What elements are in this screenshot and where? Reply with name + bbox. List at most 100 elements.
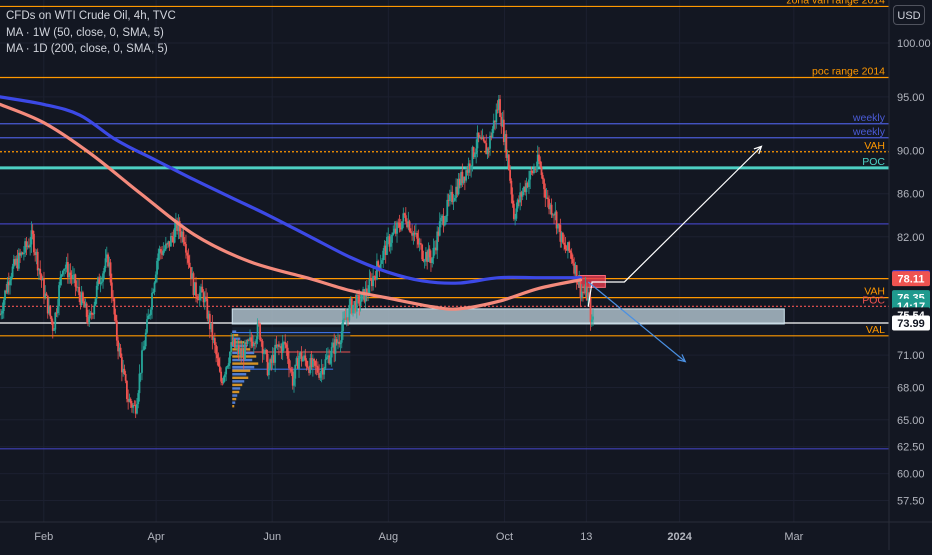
- candle-body: [174, 220, 177, 228]
- volume-profile-bar: [232, 387, 241, 390]
- candle-body: [200, 286, 202, 293]
- candle-body: [330, 347, 333, 358]
- candle-body: [372, 276, 375, 287]
- candle-body: [370, 278, 373, 287]
- candle-body: [129, 398, 132, 404]
- price-tag-label: 73.99: [897, 318, 925, 330]
- candle-body: [476, 132, 479, 149]
- candle-body: [501, 119, 504, 127]
- candle-body: [239, 348, 241, 355]
- candle-body: [496, 109, 499, 111]
- candle-body: [22, 252, 25, 255]
- candle-body: [472, 147, 475, 158]
- candle-body: [186, 252, 189, 256]
- candle-body: [387, 236, 390, 238]
- candle-body: [80, 292, 83, 305]
- time-tick-label: Oct: [496, 531, 513, 543]
- candle-body: [181, 231, 184, 238]
- candle-body: [565, 249, 568, 251]
- candle-body: [210, 323, 212, 330]
- candle-body: [541, 175, 544, 180]
- candle-body: [148, 314, 151, 316]
- candle-body: [84, 303, 87, 308]
- candle-body: [293, 378, 295, 386]
- candle-body: [306, 366, 309, 368]
- candle-body: [474, 154, 476, 158]
- candle-body: [376, 261, 378, 280]
- candle-body: [397, 222, 400, 224]
- candle-body: [577, 282, 579, 285]
- candle-body: [190, 267, 192, 279]
- candle-body: [206, 299, 209, 319]
- volume-profile-bar: [232, 365, 255, 369]
- ma-weekly-line: [0, 95, 583, 285]
- level-label: VAH: [864, 286, 885, 298]
- candle-body: [579, 280, 582, 298]
- candle-body: [223, 374, 226, 378]
- candle-body: [573, 263, 576, 274]
- candle-body: [55, 312, 58, 314]
- candle-body: [411, 232, 414, 236]
- candle-body: [157, 253, 160, 261]
- candle-body: [158, 249, 161, 254]
- candle-body: [104, 258, 107, 269]
- candle-body: [94, 298, 97, 306]
- candle-body: [583, 292, 586, 294]
- candle-body: [428, 248, 431, 258]
- candle-body: [314, 360, 317, 366]
- candle-body: [78, 287, 81, 296]
- candle-body: [455, 186, 457, 199]
- candle-body: [207, 313, 210, 319]
- level-label: VAH: [864, 140, 885, 152]
- candle-body: [436, 231, 439, 251]
- candle-body: [308, 367, 310, 373]
- candle-body: [168, 241, 171, 247]
- candle-body: [538, 154, 540, 162]
- ma-weekly-legend[interactable]: MA · 1W (50, close, 0, SMA, 5): [6, 26, 164, 39]
- candle-body: [171, 236, 174, 238]
- candle-body: [337, 341, 339, 344]
- time-axis[interactable]: Feb Apr Jun Aug Oct 13 2024 Mar: [34, 531, 803, 543]
- candle-body: [392, 232, 395, 235]
- candle-body: [491, 128, 494, 138]
- price-axis[interactable]: 100.00 95.00 90.00 86.00 82.00 71.00 68.00 65.0…: [897, 38, 931, 507]
- candle-body: [120, 357, 123, 373]
- candle-body: [457, 178, 460, 195]
- candle-body: [92, 314, 94, 315]
- candle-body: [128, 398, 131, 402]
- candle-body: [381, 260, 383, 264]
- volume-profile-bar: [232, 397, 237, 401]
- candle-body: [414, 232, 417, 235]
- symbol-title[interactable]: CFDs on WTI Crude Oil, 4h, TVC: [6, 10, 176, 22]
- candle-body: [340, 331, 343, 343]
- ma-daily-legend[interactable]: MA · 1D (200, close, 0, SMA, 5): [6, 43, 168, 55]
- candle-body: [285, 344, 288, 348]
- candle-body: [344, 318, 347, 321]
- candle-body: [471, 147, 474, 166]
- time-tick-label: Aug: [379, 531, 399, 543]
- candle-body: [408, 221, 411, 232]
- candle-body: [247, 339, 250, 341]
- candle-body: [546, 197, 549, 200]
- candle-body: [495, 109, 498, 123]
- candle-body: [127, 398, 130, 402]
- candle-body: [229, 351, 231, 364]
- candle-body: [480, 136, 483, 140]
- candle-body: [516, 199, 519, 209]
- candle-body: [309, 358, 312, 373]
- candle-body: [327, 355, 329, 358]
- candle-body: [220, 371, 223, 382]
- level-label: VAL: [866, 324, 885, 336]
- candle-body: [388, 236, 391, 247]
- candle-body: [9, 280, 11, 286]
- candle-body: [353, 301, 356, 305]
- candle-body: [102, 273, 104, 282]
- candle-body: [572, 259, 574, 264]
- candle-body: [54, 312, 57, 330]
- candle-body: [323, 368, 326, 375]
- candle-body: [167, 241, 170, 244]
- currency-button[interactable]: USD: [893, 5, 925, 25]
- candle-body: [451, 191, 454, 203]
